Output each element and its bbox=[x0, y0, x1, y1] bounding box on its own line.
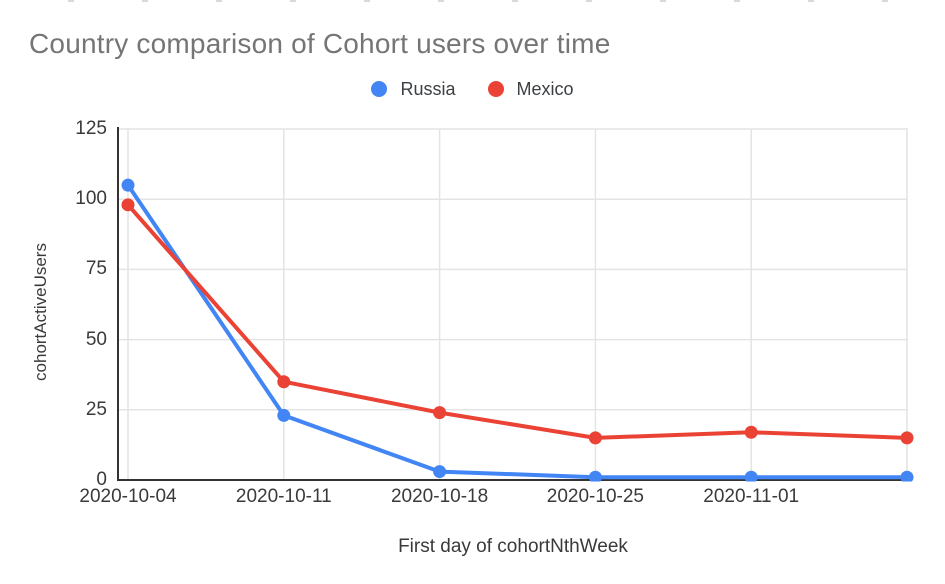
data-point-russia bbox=[900, 470, 914, 482]
data-point-russia bbox=[277, 408, 291, 422]
data-point-mexico bbox=[744, 425, 758, 439]
series-line-russia bbox=[126, 184, 907, 480]
series-line-mexico bbox=[126, 203, 908, 440]
legend-marker-russia bbox=[371, 81, 388, 97]
series-russia bbox=[121, 178, 914, 482]
data-point-mexico bbox=[433, 406, 447, 420]
data-point-russia bbox=[744, 470, 758, 482]
legend-marker-mexico bbox=[487, 81, 504, 97]
x-tick-label: 2020-11-01 bbox=[703, 486, 800, 507]
series-mexico bbox=[121, 198, 914, 445]
y-tick-label: 75 bbox=[85, 258, 107, 280]
cropped-text-artifact bbox=[0, 0, 945, 2]
data-point-mexico bbox=[277, 375, 291, 389]
y-tick-label: 125 bbox=[75, 118, 107, 139]
legend-item-mexico: Mexico bbox=[487, 78, 574, 100]
chart-title: Country comparison of Cohort users over … bbox=[29, 28, 611, 59]
x-tick-label: 2020-10-18 bbox=[390, 486, 489, 507]
legend-label: Russia bbox=[400, 78, 456, 99]
data-point-mexico bbox=[900, 431, 914, 445]
y-tick-label: 0 bbox=[96, 469, 107, 490]
data-point-russia bbox=[121, 178, 135, 192]
x-axis-title: First day of cohortNthWeek bbox=[398, 536, 628, 557]
x-tick-label: 2020-10-11 bbox=[235, 486, 332, 507]
legend-label: Mexico bbox=[516, 78, 574, 99]
legend-item-russia: Russia bbox=[371, 78, 456, 100]
y-tick-label: 100 bbox=[75, 188, 107, 210]
data-point-russia bbox=[588, 470, 602, 482]
y-tick-label: 25 bbox=[85, 398, 107, 420]
y-tick-label: 50 bbox=[85, 328, 107, 350]
data-point-mexico bbox=[121, 198, 135, 212]
legend: Russia Mexico bbox=[0, 79, 945, 99]
x-tick-label: 2020-10-04 bbox=[79, 486, 177, 507]
data-point-mexico bbox=[588, 431, 602, 445]
x-tick-label: 2020-10-25 bbox=[546, 486, 644, 507]
data-point-russia bbox=[433, 465, 447, 479]
